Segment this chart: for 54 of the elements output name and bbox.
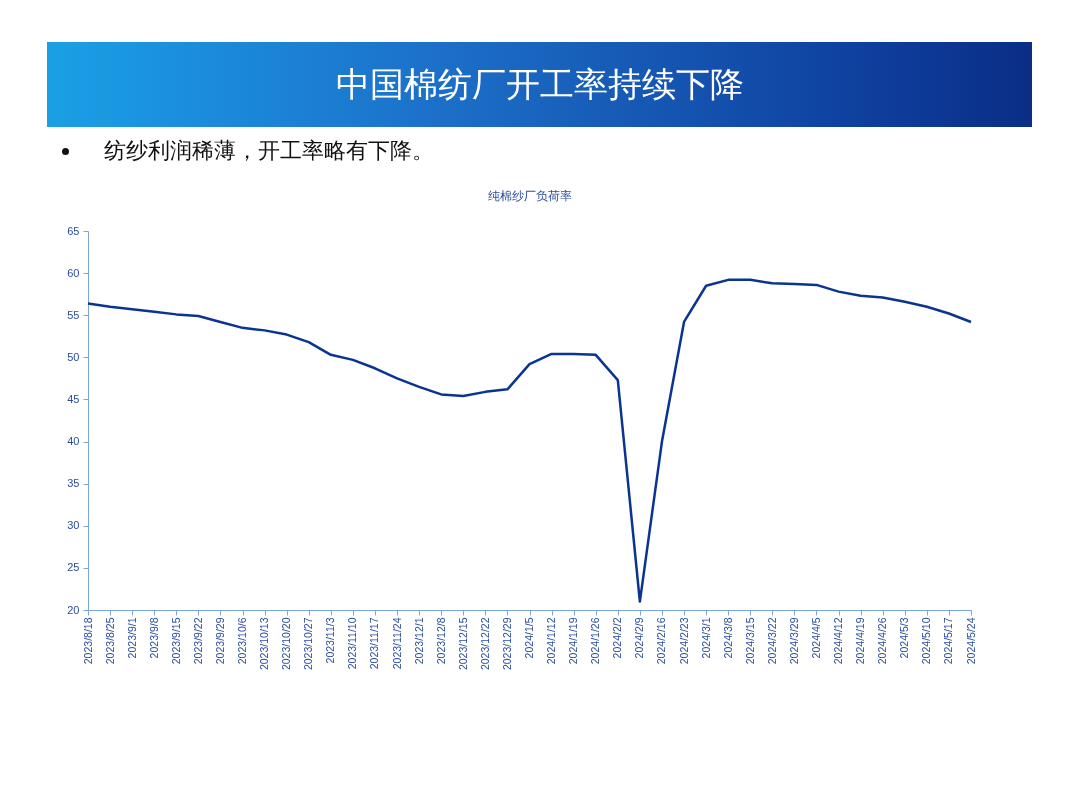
line-series [86, 278, 973, 603]
x-tick-label: 2024/3/8 [721, 617, 734, 659]
x-tick-label: 2024/4/26 [876, 617, 889, 665]
x-tick-label: 2024/2/16 [655, 617, 668, 665]
x-tick-label: 2024/5/10 [920, 617, 933, 665]
x-tick-label: 2024/5/3 [898, 617, 911, 659]
x-tick-label: 2024/5/17 [942, 617, 955, 665]
x-tick-label: 2024/1/5 [523, 617, 535, 659]
x-tick-label: 2023/11/10 [346, 617, 359, 670]
x-tick-label: 2023/12/8 [434, 617, 447, 665]
text: 纺纱利润稀薄，开工率略有下降。 [104, 137, 434, 165]
x-tick-label: 2023/9/15 [169, 617, 182, 665]
x-tick-label: 2023/9/1 [125, 617, 138, 659]
x-tick-label: 2023/9/22 [191, 617, 204, 665]
x-tick-label: 2024/1/12 [545, 617, 558, 665]
x-tick-label: 2024/2/2 [611, 617, 624, 659]
x-tick-label: 2024/3/22 [765, 617, 778, 665]
x-tick-label: 2024/5/24 [964, 617, 977, 665]
x-tick-label: 2024/2/23 [677, 617, 690, 665]
x-tick-label: 2023/8/18 [81, 617, 94, 665]
chart-subtitle: 纯棉纱厂负荷率 [487, 189, 572, 203]
y-tick-label: 55 [67, 308, 80, 321]
x-tick-label: 2024/4/19 [854, 617, 867, 665]
x-tick-label: 2023/11/3 [324, 617, 337, 664]
x-tick-label: 2023/12/22 [478, 617, 491, 671]
x-tick-label: 2024/3/29 [787, 617, 800, 665]
x-tick-label: 2023/11/17 [368, 617, 381, 670]
y-tick-label: 45 [67, 392, 80, 405]
y-tick-label: 60 [67, 266, 80, 279]
x-tick-label: 2023/9/8 [147, 617, 160, 659]
x-tick-label: 2024/3/15 [743, 617, 756, 665]
x-tick-label: 2024/4/5 [809, 617, 822, 659]
y-tick-label: 35 [67, 477, 80, 490]
y-tick-label: 40 [67, 435, 80, 448]
y-tick-label: 30 [67, 519, 80, 532]
x-tick-label: 2024/1/19 [567, 617, 580, 665]
y-tick-label: 20 [67, 603, 80, 616]
x-tick-label: 2023/10/13 [258, 617, 271, 671]
y-tick-label: 25 [67, 561, 80, 574]
x-tick-label: 2024/2/9 [633, 617, 646, 659]
x-tick-label: 2023/10/27 [302, 617, 315, 671]
x-tick-label: 2024/3/1 [699, 617, 712, 659]
x-tick-label: 2023/8/25 [103, 617, 116, 665]
x-tick-label: 2023/12/15 [456, 617, 469, 671]
x-tick-label: 2024/1/26 [589, 617, 602, 665]
x-tick-label: 2024/4/12 [832, 617, 845, 665]
x-tick-label: 2023/12/1 [412, 617, 425, 665]
x-tick-label: 2023/10/6 [236, 617, 249, 665]
x-tick-label: 2023/11/24 [390, 617, 403, 670]
x-tick-label: 2023/12/29 [500, 617, 513, 671]
x-tick-label: 2023/9/29 [213, 617, 226, 665]
x-tick-label: 2023/10/20 [280, 617, 293, 671]
y-tick-label: 50 [67, 350, 80, 363]
y-tick-label: 65 [67, 224, 80, 237]
